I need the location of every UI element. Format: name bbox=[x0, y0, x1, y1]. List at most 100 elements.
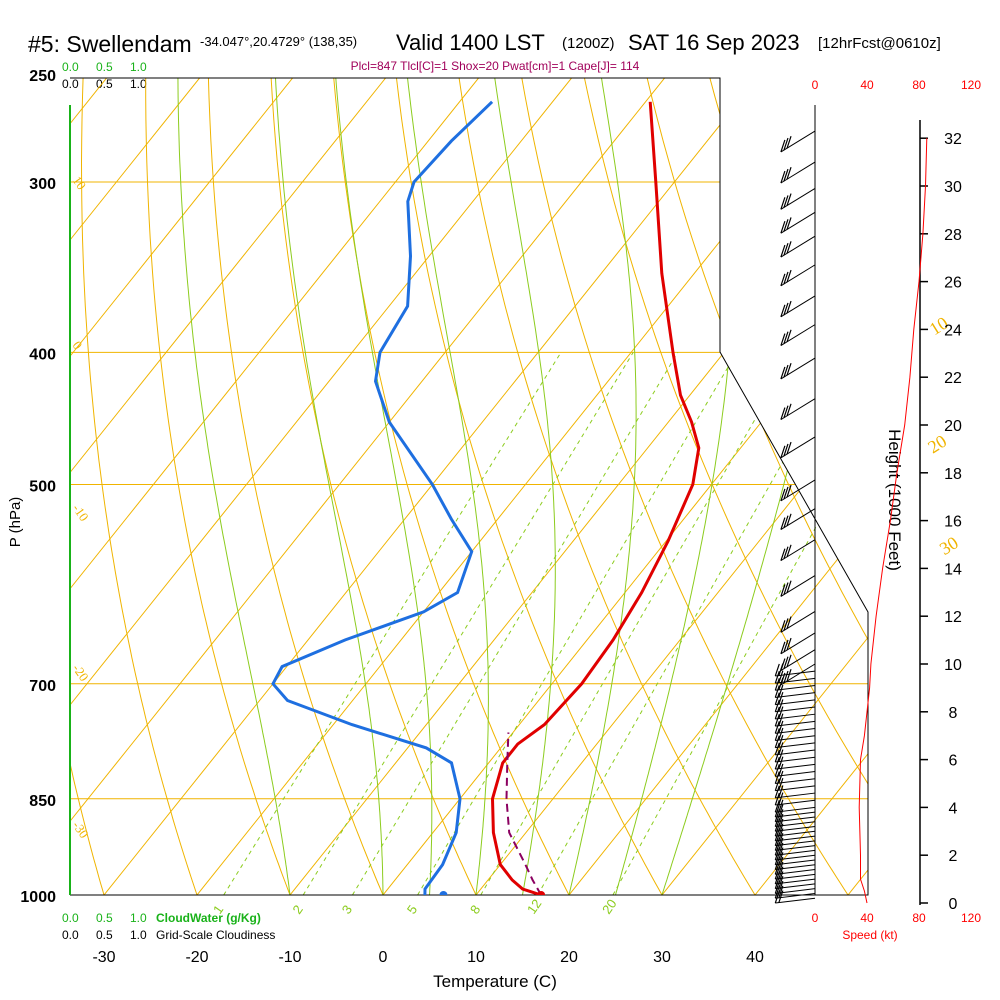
isotherm-line bbox=[382, 78, 868, 895]
sounding-profiles bbox=[271, 100, 701, 895]
station-title: #5: Swellendam bbox=[28, 31, 192, 57]
wind-barb-flag bbox=[780, 517, 786, 530]
dry-adiabat-line bbox=[516, 78, 849, 895]
wind-barb bbox=[780, 398, 816, 421]
isotherm-line bbox=[70, 78, 130, 895]
isotherm-line bbox=[70, 78, 223, 895]
isotherm-line bbox=[70, 78, 502, 895]
wind-barb-flag bbox=[778, 684, 784, 698]
wind-barb-flag bbox=[783, 486, 789, 500]
wind-barb-flag bbox=[774, 785, 780, 799]
wind-barb-flag bbox=[786, 484, 792, 498]
wind-speed-line bbox=[858, 138, 928, 904]
surface-dewpoint-point bbox=[439, 891, 448, 895]
wind-barb-staff bbox=[780, 211, 816, 234]
wind-barb-staff bbox=[775, 778, 816, 785]
wind-barb-flag bbox=[786, 363, 792, 376]
speed-tick-bottom: 0 bbox=[812, 911, 819, 925]
height-tick-label: 16 bbox=[944, 514, 962, 531]
wind-barb-flag bbox=[783, 137, 789, 151]
wind-barb bbox=[780, 539, 816, 562]
wind-barb-flag bbox=[786, 544, 792, 558]
mixing-ratio-label: 5 bbox=[404, 902, 420, 917]
wind-barb-flag bbox=[778, 670, 784, 683]
wind-barb-flag bbox=[778, 720, 784, 734]
wind-barb-staff bbox=[780, 264, 816, 287]
wind-barb-flag bbox=[778, 749, 784, 762]
theta-label: 10 bbox=[70, 173, 90, 192]
wind-barb bbox=[780, 479, 816, 502]
wind-barb bbox=[780, 436, 816, 459]
pressure-tick-label: 400 bbox=[29, 346, 56, 363]
wind-barb-staff bbox=[775, 892, 816, 899]
parcel-profile bbox=[505, 732, 542, 895]
wind-barb-flag bbox=[780, 244, 786, 258]
wind-barb-flag bbox=[783, 443, 789, 457]
wind-barb-staff bbox=[780, 663, 816, 686]
wind-barb-staff bbox=[780, 187, 816, 210]
wind-barb-flag bbox=[780, 170, 786, 184]
dry-adiabat-line bbox=[80, 78, 198, 895]
wind-barb-staff bbox=[775, 816, 816, 823]
wind-barb-flag bbox=[786, 135, 792, 149]
isotherm-line bbox=[103, 78, 781, 895]
wind-barb-staff bbox=[775, 742, 816, 749]
wind-barb-staff bbox=[775, 835, 816, 842]
wind-barb-staff bbox=[780, 632, 816, 655]
cloudwater-tick-bottom-2: 1.0 bbox=[130, 911, 147, 925]
cloudiness-tick-top-0: 0.0 bbox=[62, 77, 79, 91]
wind-barb bbox=[780, 575, 816, 597]
wind-barb-flag bbox=[786, 300, 792, 314]
wind-barb-flag bbox=[780, 641, 786, 655]
wind-barb-flag bbox=[778, 706, 784, 719]
wind-barb-flag bbox=[774, 764, 780, 777]
wind-barb-flag bbox=[778, 742, 784, 755]
wind-barb-staff bbox=[775, 830, 816, 837]
wind-barb-staff bbox=[780, 235, 816, 258]
x-tick-label: -20 bbox=[185, 949, 208, 966]
isotherm-line bbox=[70, 78, 316, 895]
height-tick-label: 8 bbox=[949, 705, 958, 722]
wind-barb-flag bbox=[783, 219, 789, 232]
speed-tick-top: 40 bbox=[860, 78, 874, 92]
isotherm-line bbox=[70, 78, 688, 895]
wind-barb-staff bbox=[775, 854, 816, 861]
cloudwater-tick-top-0: 0.0 bbox=[62, 60, 79, 74]
wind-barb-staff bbox=[775, 840, 816, 847]
wind-barb-flag bbox=[783, 243, 789, 256]
wind-barb-staff bbox=[775, 685, 816, 691]
wind-barb-flag bbox=[774, 799, 780, 813]
wind-barb bbox=[774, 778, 816, 792]
mixing-ratio-label: 20 bbox=[599, 896, 620, 916]
wind-barb-flag bbox=[780, 333, 786, 346]
wind-barb-staff bbox=[775, 763, 816, 770]
wind-barb bbox=[780, 324, 816, 346]
dry-adiabat-line bbox=[145, 78, 291, 895]
cloudiness-label: Grid-Scale Cloudiness bbox=[156, 928, 275, 942]
wind-barb-flag bbox=[783, 364, 789, 378]
dry-adiabat-line bbox=[331, 78, 570, 895]
wind-barb-staff bbox=[775, 728, 816, 734]
height-tick-label: 10 bbox=[944, 657, 962, 674]
wind-barb-staff bbox=[775, 883, 816, 890]
wind-barb-flag bbox=[780, 366, 786, 380]
wind-barb-staff bbox=[780, 610, 816, 633]
height-tick-label: 4 bbox=[949, 800, 958, 817]
wind-barb-flag bbox=[778, 699, 784, 712]
moist-adiabat-line bbox=[333, 78, 433, 895]
cloudiness-tick-top-2: 1.0 bbox=[130, 77, 147, 91]
wind-barb-flag bbox=[774, 663, 780, 677]
surface-temperature-point bbox=[537, 891, 546, 895]
wind-barb bbox=[780, 295, 816, 318]
wind-barb-flag bbox=[778, 713, 784, 726]
height-tick-label: 0 bbox=[949, 896, 958, 913]
wind-barb bbox=[780, 161, 816, 184]
x-tick-label: 40 bbox=[746, 949, 764, 966]
x-tick-label: 30 bbox=[653, 949, 671, 966]
speed-tick-bottom: 80 bbox=[912, 911, 926, 925]
wind-barb-flag bbox=[786, 616, 792, 629]
wind-barb-staff bbox=[775, 720, 816, 727]
